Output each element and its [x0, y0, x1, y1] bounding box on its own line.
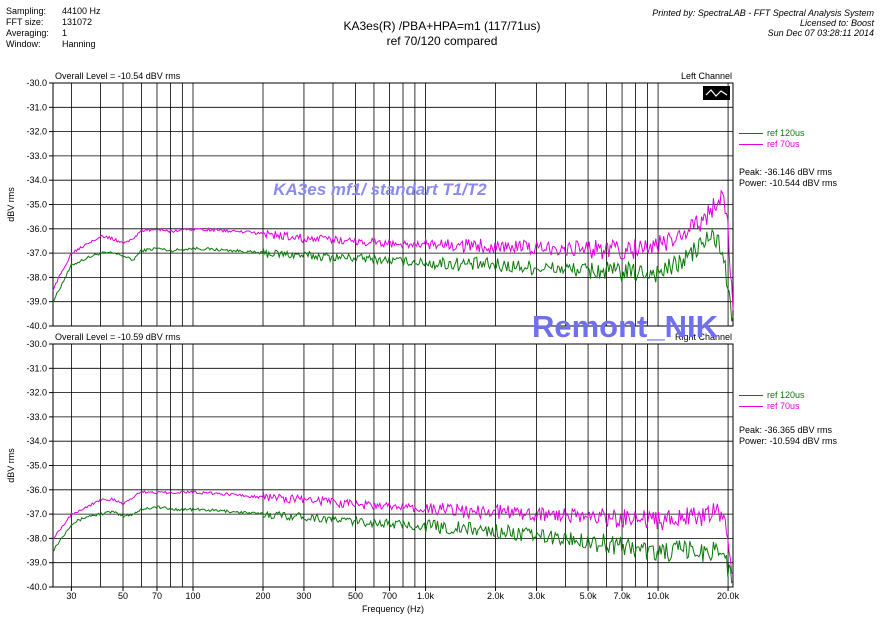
y-tick-label: -40.0: [26, 582, 47, 592]
channel-label: Left Channel: [681, 71, 732, 81]
stats-top: Peak: -36.146 dBV rms Power: -10.544 dBV…: [739, 167, 837, 189]
peak-value: Peak: -36.146 dBV rms: [739, 167, 833, 177]
meta-value: 131072: [62, 17, 93, 27]
y-axis-label: dBV rms: [6, 187, 16, 222]
legend-line-icon: [739, 133, 763, 135]
legend-label: ref 70us: [767, 401, 800, 411]
meta-row: FFT size: 131072: [6, 17, 101, 28]
y-tick-label: -38.0: [26, 272, 47, 282]
x-tick-label: 10.0k: [647, 591, 670, 601]
power-value: Power: -10.544 dBV rms: [739, 178, 838, 188]
y-tick-label: -34.0: [26, 436, 47, 446]
x-tick-label: 500: [348, 591, 363, 601]
legend-label: ref 120us: [767, 128, 805, 138]
y-tick-label: -37.0: [26, 509, 47, 519]
y-tick-label: -32.0: [26, 127, 47, 137]
printed-by: Printed by: SpectraLAB - FFT Spectral An…: [652, 8, 874, 18]
printed-date: Sun Dec 07 03:28:11 2014: [767, 28, 874, 38]
x-tick-label: 7.0k: [614, 591, 632, 601]
legend-line-icon: [739, 395, 763, 397]
meta-row: Sampling: 44100 Hz: [6, 6, 101, 17]
chart-subtitle: ref 70/120 compared: [386, 34, 498, 48]
legend-item: ref 120us: [739, 128, 805, 139]
legend-bottom: ref 120us ref 70us: [739, 390, 805, 412]
scope-icon-wave: [705, 89, 728, 97]
y-tick-label: -35.0: [26, 461, 47, 471]
legend-label: ref 120us: [767, 390, 805, 400]
x-tick-label: 50: [118, 591, 128, 601]
meta-value: 44100 Hz: [62, 6, 101, 16]
y-tick-label: -36.0: [26, 224, 47, 234]
measurement-info: Sampling: 44100 Hz FFT size: 131072 Averag…: [6, 6, 101, 50]
y-tick-label: -34.0: [26, 175, 47, 185]
legend-label: ref 70us: [767, 139, 800, 149]
overall-level-label: Overall Level = -10.59 dBV rms: [55, 332, 181, 342]
licensed-to: Licensed to: Boost: [799, 18, 874, 28]
y-tick-label: -30.0: [26, 78, 47, 88]
watermark: Remont_NIK: [532, 309, 719, 344]
series-line-ref-120us: [52, 505, 734, 584]
meta-label: Window:: [6, 39, 41, 49]
chart-title: KA3es(R) /PBA+HPA=m1 (117/71us): [343, 19, 541, 33]
x-tick-label: 2.0k: [487, 591, 505, 601]
power-value: Power: -10.594 dBV rms: [739, 436, 838, 446]
scope-icon: [703, 86, 730, 100]
legend-item: ref 120us: [739, 390, 805, 401]
meta-label: Sampling:: [6, 6, 47, 16]
stats-bottom: Peak: -36.365 dBV rms Power: -10.594 dBV…: [739, 425, 837, 447]
channel-label: Right Channel: [675, 332, 732, 342]
x-tick-label: 70: [152, 591, 162, 601]
y-tick-label: -38.0: [26, 533, 47, 543]
x-tick-label: 200: [255, 591, 270, 601]
legend-item: ref 70us: [739, 139, 805, 150]
x-tick-label: 20.0k: [717, 591, 740, 601]
overall-level-label: Overall Level = -10.54 dBV rms: [55, 71, 181, 81]
y-tick-label: -32.0: [26, 388, 47, 398]
y-tick-label: -31.0: [26, 102, 47, 112]
meta-label: Averaging:: [6, 28, 49, 38]
y-tick-label: -36.0: [26, 485, 47, 495]
legend-line-icon: [739, 144, 763, 146]
x-tick-label: 300: [296, 591, 311, 601]
legend-line-icon: [739, 406, 763, 408]
x-tick-label: 3.0k: [528, 591, 546, 601]
y-tick-label: -39.0: [26, 558, 47, 568]
legend-top: ref 120us ref 70us: [739, 128, 805, 150]
series-line-ref-70us: [52, 189, 734, 311]
legend-item: ref 70us: [739, 401, 805, 412]
x-tick-label: 5.0k: [580, 591, 598, 601]
x-tick-label: 700: [382, 591, 397, 601]
y-tick-label: -35.0: [26, 200, 47, 210]
x-axis-label: Frequency (Hz): [362, 604, 424, 614]
series-line-ref-70us: [52, 490, 734, 576]
meta-value: Hanning: [62, 39, 96, 49]
x-tick-label: 30: [66, 591, 76, 601]
meta-label: FFT size:: [6, 17, 44, 27]
meta-row: Window: Hanning: [6, 39, 101, 50]
y-tick-label: -33.0: [26, 412, 47, 422]
peak-value: Peak: -36.365 dBV rms: [739, 425, 833, 435]
y-axis-label: dBV rms: [6, 448, 16, 483]
x-tick-label: 1.0k: [417, 591, 435, 601]
chart-annotation: KA3es mf1/ standart T1/T2: [273, 180, 487, 199]
meta-value: 1: [62, 28, 68, 38]
y-tick-label: -40.0: [26, 321, 47, 331]
y-tick-label: -37.0: [26, 248, 47, 258]
meta-row: Averaging: 1: [6, 28, 101, 39]
x-tick-label: 100: [185, 591, 200, 601]
y-tick-label: -39.0: [26, 297, 47, 307]
y-tick-label: -30.0: [26, 339, 47, 349]
y-tick-label: -33.0: [26, 151, 47, 161]
y-tick-label: -31.0: [26, 363, 47, 373]
series-line-ref-120us: [52, 228, 734, 322]
